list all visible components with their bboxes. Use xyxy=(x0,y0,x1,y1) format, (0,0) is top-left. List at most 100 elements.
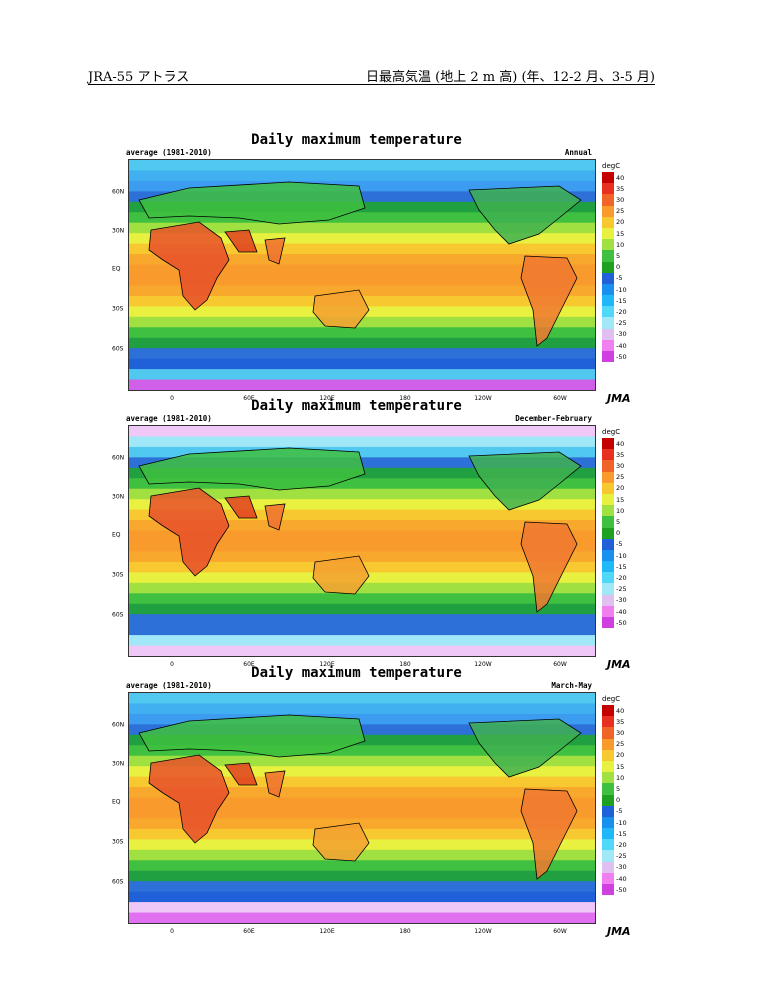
lon-tick-label: 60W xyxy=(553,928,567,935)
temperature-band xyxy=(129,582,595,595)
colorbar-label: -40 xyxy=(616,607,627,616)
continent-outline xyxy=(224,762,258,786)
continent-outline xyxy=(520,521,578,613)
continent-outline xyxy=(312,289,370,329)
colorbar-label: 20 xyxy=(616,218,625,227)
colorbar-segment xyxy=(602,617,614,629)
colorbar-segment xyxy=(602,561,614,573)
colorbar-label: -20 xyxy=(616,308,627,316)
continent-outline xyxy=(148,754,230,844)
temperature-band xyxy=(129,593,595,605)
lat-tick-label: 60S xyxy=(112,345,124,353)
continent-outline xyxy=(468,718,582,778)
continent-outline xyxy=(264,503,286,531)
colorbar-segment xyxy=(602,328,614,340)
colorbar-segment xyxy=(602,839,614,851)
colorbar-segment xyxy=(602,438,614,450)
lon-tick-label: 60W xyxy=(553,661,567,668)
lon-tick-label: 120W xyxy=(474,661,492,668)
colorbar-unit: degC xyxy=(602,162,621,170)
panel-subtitle: average (1981-2010) xyxy=(126,148,212,157)
panel-subtitle: average (1981-2010) xyxy=(126,681,212,690)
colorbar-label: 35 xyxy=(616,717,625,726)
temperature-band xyxy=(129,446,595,459)
colorbar xyxy=(602,438,614,629)
lon-tick-label: 120W xyxy=(474,395,492,402)
colorbar-label: -30 xyxy=(616,863,627,872)
temperature-band xyxy=(129,369,595,381)
continent-outline xyxy=(224,229,258,253)
colorbar-label: -15 xyxy=(616,296,627,305)
lat-tick-label: EQ xyxy=(112,798,121,806)
temperature-band xyxy=(129,902,595,914)
colorbar-segment xyxy=(602,772,614,784)
temperature-band xyxy=(129,787,595,799)
lon-tick-label: 120E xyxy=(319,661,335,668)
temperature-band xyxy=(129,541,595,553)
temperature-band xyxy=(129,170,595,182)
colorbar-label: 25 xyxy=(616,207,625,216)
temperature-band xyxy=(129,222,595,235)
colorbar-segment xyxy=(602,828,614,840)
colorbar-segment xyxy=(602,594,614,606)
colorbar-label: -10 xyxy=(616,818,627,827)
colorbar-label: 0 xyxy=(616,796,621,805)
header-left: JRA-55 アトラス xyxy=(88,70,190,85)
panel-subtitle: average (1981-2010) xyxy=(126,414,212,423)
colorbar-label: 25 xyxy=(616,740,625,749)
continent-outline xyxy=(138,181,366,225)
colorbar-label: -10 xyxy=(616,285,627,294)
temperature-band xyxy=(129,614,595,626)
temperature-band xyxy=(129,745,595,757)
continent-outline xyxy=(148,221,230,311)
colorbar-segment xyxy=(602,794,614,806)
lat-tick-label: 30S xyxy=(112,571,124,579)
colorbar-segment xyxy=(602,505,614,517)
temperature-band xyxy=(129,358,595,371)
temperature-band xyxy=(129,499,595,511)
temperature-band xyxy=(129,509,595,522)
map-panel: Daily maximum temperature average (1981-2… xyxy=(112,132,644,408)
colorbar-label: -40 xyxy=(616,341,627,350)
colorbar-label: 0 xyxy=(616,529,621,538)
colorbar-label: -40 xyxy=(616,874,627,883)
continent-outline xyxy=(148,487,230,577)
temperature-map xyxy=(128,159,596,391)
lat-tick-label: 30N xyxy=(112,227,125,235)
continent-outline xyxy=(520,788,578,880)
colorbar-segment xyxy=(602,482,614,494)
colorbar-segment xyxy=(602,716,614,728)
temperature-band xyxy=(129,635,595,647)
colorbar-label: -25 xyxy=(616,852,627,861)
colorbar-segment xyxy=(602,172,614,184)
colorbar-label: -30 xyxy=(616,596,627,605)
temperature-band xyxy=(129,860,595,872)
colorbar-segment xyxy=(602,605,614,617)
colorbar-segment xyxy=(602,283,614,296)
colorbar-label: -10 xyxy=(616,551,627,560)
lat-tick-label: 60S xyxy=(112,611,124,619)
colorbar-label: 25 xyxy=(616,473,625,482)
header-right: 日最高気温 (地上 2 m 高) (年、12-2 月、3-5 月) xyxy=(366,70,655,85)
continent-outline xyxy=(264,237,286,265)
colorbar-segment xyxy=(602,816,614,829)
colorbar-segment xyxy=(602,317,614,329)
temperature-band xyxy=(129,348,595,360)
map-panel: Daily maximum temperature average (1981-2… xyxy=(112,398,644,674)
temperature-band xyxy=(129,766,595,778)
temperature-band xyxy=(129,818,595,830)
colorbar-segment xyxy=(602,760,614,773)
temperature-band xyxy=(129,316,595,329)
colorbar-label: -50 xyxy=(616,618,627,627)
colorbar-segment xyxy=(602,295,614,307)
lon-tick-label: 60E xyxy=(243,395,255,402)
colorbar-segment xyxy=(602,516,614,528)
lat-tick-label: 30S xyxy=(112,838,124,846)
temperature-map xyxy=(128,692,596,924)
temperature-band xyxy=(129,337,595,350)
colorbar-label: -25 xyxy=(616,319,627,328)
colorbar-segment xyxy=(602,705,614,717)
colorbar-segment xyxy=(602,583,614,595)
lon-tick-label: 120E xyxy=(319,928,335,935)
colorbar-segment xyxy=(602,884,614,896)
